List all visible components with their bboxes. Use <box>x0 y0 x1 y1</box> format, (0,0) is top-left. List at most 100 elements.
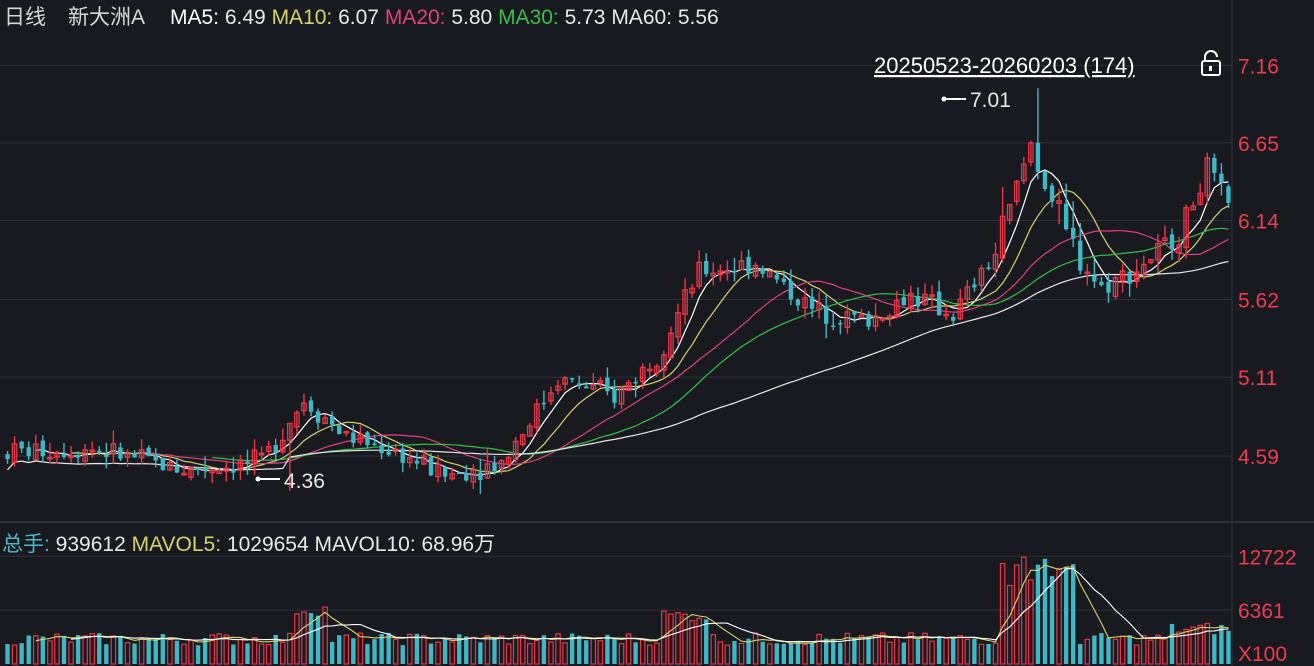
candle <box>1099 276 1104 287</box>
candle <box>724 260 731 281</box>
candle <box>82 443 88 466</box>
candle <box>576 375 582 390</box>
candle <box>951 313 956 327</box>
ma-legend-value: 6.49 <box>225 6 266 29</box>
volume-bar <box>724 644 731 665</box>
candle <box>428 453 434 477</box>
candle <box>19 440 24 453</box>
volume-bar <box>590 637 597 665</box>
candle <box>943 304 950 321</box>
candle <box>5 451 10 464</box>
candle <box>1176 236 1182 263</box>
volume-bar <box>329 641 335 664</box>
volume-bar <box>978 643 985 665</box>
volume-bar <box>223 634 230 665</box>
candle <box>464 465 469 482</box>
candle <box>639 363 646 389</box>
candle <box>372 434 377 446</box>
candle <box>400 443 405 473</box>
candle <box>61 443 67 460</box>
volume-bar <box>541 635 547 664</box>
volume-bar <box>407 633 413 665</box>
candle <box>1226 184 1231 209</box>
high-annotation: 7.01 <box>941 89 1011 112</box>
candle <box>908 285 914 313</box>
candle <box>625 380 632 392</box>
high-value: 7.01 <box>970 89 1011 112</box>
candle <box>301 393 307 416</box>
candle <box>265 440 272 456</box>
candle <box>414 452 420 470</box>
volume-bar <box>838 642 843 664</box>
volume-bar <box>104 644 109 664</box>
candle <box>1006 203 1013 225</box>
candle <box>781 270 787 286</box>
lock-icon[interactable] <box>1201 50 1221 76</box>
volume-bar <box>704 619 709 664</box>
range-label[interactable]: 20250523-20260203 (174) <box>874 53 1135 78</box>
volume-bar <box>414 633 420 664</box>
candle <box>929 285 935 309</box>
volume-bar <box>809 643 815 664</box>
price-tick-label: 5.11 <box>1238 367 1277 390</box>
volume-bar <box>788 642 794 664</box>
volume-bar <box>181 643 187 665</box>
candle <box>555 379 561 395</box>
price-tick-label: 6.65 <box>1238 133 1279 156</box>
volume-tick-label: 12722 <box>1238 546 1296 569</box>
volume-bar <box>11 644 18 665</box>
volume-bar <box>118 635 123 664</box>
candle <box>97 446 102 455</box>
volume-bar <box>251 637 258 665</box>
volume-bar <box>689 620 695 665</box>
volume-bar <box>351 638 356 664</box>
volume-bar <box>569 633 575 664</box>
ma-legend-label: MA60: <box>605 6 677 29</box>
candle <box>118 442 123 462</box>
volume-bar <box>40 636 46 664</box>
candle <box>329 411 335 432</box>
candle <box>852 310 857 323</box>
candle <box>231 457 236 481</box>
candle <box>1092 259 1097 289</box>
volume-bar <box>421 635 427 665</box>
candle <box>1049 182 1055 208</box>
volume-bar <box>675 612 681 665</box>
candle <box>1133 259 1140 288</box>
candle <box>1078 222 1083 275</box>
volume-bar <box>866 636 871 664</box>
candle <box>174 459 180 474</box>
candle <box>1084 263 1091 286</box>
volume-bar <box>492 636 497 664</box>
volume-bar <box>61 635 67 664</box>
volume-bar <box>618 643 625 665</box>
volume-bar <box>696 617 702 665</box>
volume-bar <box>202 637 208 664</box>
candle <box>526 422 533 437</box>
candle <box>1162 225 1168 244</box>
volume-bar <box>781 643 787 664</box>
volume-bar <box>562 642 568 665</box>
volume-axis-labels: 12722 6361 X100 <box>1238 546 1296 666</box>
volume-bar <box>82 635 88 665</box>
volume-bar <box>915 639 921 664</box>
candle <box>279 428 286 455</box>
candle <box>653 363 660 377</box>
price-tick-label: 7.16 <box>1238 55 1279 78</box>
volume-bar <box>315 615 321 664</box>
volume-bar <box>470 636 477 665</box>
volume-bar <box>824 638 829 664</box>
volume-bar <box>597 640 604 665</box>
period-label[interactable]: 日线 <box>4 6 46 29</box>
volume-bar <box>75 635 81 664</box>
ma-legend-value: 6.07 <box>338 6 379 29</box>
candle <box>1190 201 1197 211</box>
candle <box>379 434 384 460</box>
volume-bar <box>1176 631 1182 665</box>
volume-unit-label: X100 <box>1238 643 1287 666</box>
volume-bar <box>1013 564 1020 665</box>
volume-bar <box>612 639 617 664</box>
candle <box>534 398 540 433</box>
volume-bar <box>844 632 851 665</box>
candle <box>478 458 483 494</box>
